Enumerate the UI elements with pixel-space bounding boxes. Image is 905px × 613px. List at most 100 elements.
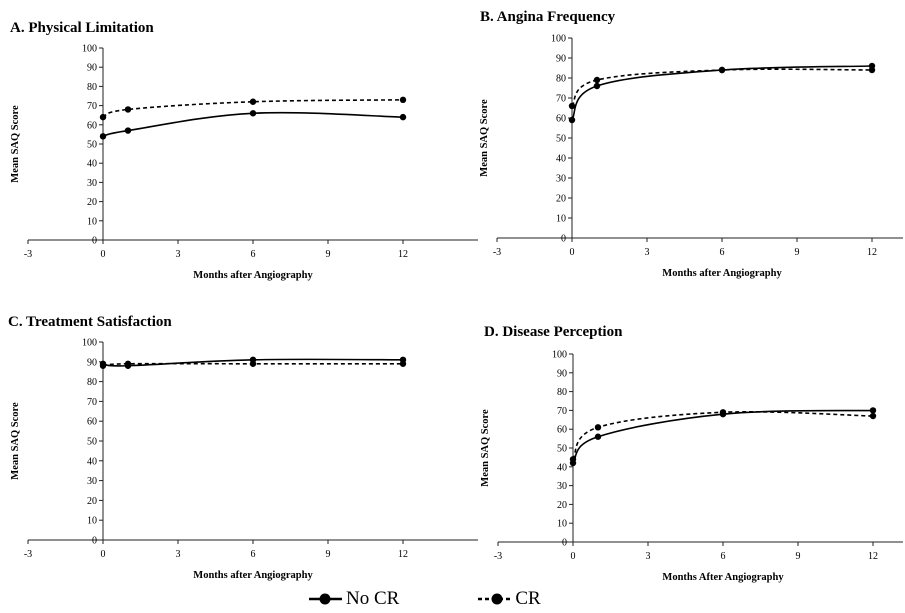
series-line-cr	[572, 411, 874, 460]
x-tick-label: 6	[251, 249, 256, 260]
series-line-cr	[571, 68, 873, 107]
x-tick-label: 9	[326, 549, 331, 560]
x-tick-label: 3	[176, 249, 181, 260]
y-tick-label: 70	[87, 397, 97, 408]
y-tick-label: 90	[87, 63, 97, 74]
data-point-cr-1	[124, 106, 132, 113]
chart-panel-3: C. Treatment Satisfaction010203040506070…	[8, 314, 478, 581]
data-point-cr-0	[99, 113, 107, 121]
x-tick-label: -3	[24, 249, 32, 260]
x-tick-label: 3	[176, 549, 181, 560]
y-tick-label: 100	[82, 44, 97, 55]
y-tick-label: 40	[87, 456, 97, 467]
data-point-no-cr-1	[124, 127, 132, 134]
data-point-no-cr-1	[594, 433, 602, 440]
y-tick-label: 20	[87, 496, 97, 507]
y-tick-label: 70	[556, 94, 566, 105]
x-tick-label: 12	[398, 249, 408, 260]
y-tick-label: 10	[556, 214, 566, 225]
x-tick-label: 6	[721, 551, 726, 562]
x-tick-label: 0	[101, 549, 106, 560]
data-point-cr-12	[399, 360, 407, 367]
y-tick-label: 20	[557, 500, 567, 511]
y-tick-label: 20	[87, 197, 97, 208]
data-point-cr-0	[569, 456, 577, 463]
x-tick-label: -3	[493, 247, 501, 258]
legend-swatch-cr	[478, 593, 512, 605]
data-point-no-cr-12	[399, 113, 407, 121]
legend-label-cr: CR	[515, 588, 541, 609]
data-point-cr-0	[568, 102, 576, 110]
data-point-no-cr-6	[249, 110, 257, 117]
y-tick-label: 10	[557, 519, 567, 530]
y-tick-label: 10	[87, 216, 97, 227]
data-point-no-cr-1	[593, 82, 601, 90]
chart-panel-1: A. Physical Limitation010203040506070809…	[10, 20, 478, 281]
y-tick-label: 30	[87, 476, 97, 487]
y-tick-label: 60	[556, 114, 566, 125]
legend-item-no-cr: No CR	[308, 588, 399, 610]
series-line-cr	[102, 362, 403, 367]
x-tick-label: 6	[251, 549, 256, 560]
y-tick-label: 70	[87, 101, 97, 112]
chart-title: A. Physical Limitation	[10, 20, 154, 36]
x-tick-label: -3	[494, 551, 502, 562]
y-tick-label: 100	[82, 338, 97, 349]
y-tick-label: 0	[92, 536, 97, 547]
x-tick-label: 3	[645, 247, 650, 258]
y-tick-label: 60	[87, 120, 97, 131]
y-tick-label: 30	[87, 178, 97, 189]
y-axis-label: Mean SAQ Score	[479, 99, 490, 177]
x-axis-label: Months after Angiography	[193, 270, 313, 281]
x-tick-label: 9	[796, 551, 801, 562]
y-tick-label: 90	[557, 368, 567, 379]
y-axis-label: Mean SAQ Score	[10, 402, 21, 480]
data-point-cr-6	[719, 409, 727, 416]
y-axis-label: Mean SAQ Score	[10, 105, 21, 183]
y-tick-label: 80	[557, 387, 567, 398]
legend: No CR CR	[308, 586, 541, 612]
x-axis-label: Months after Angiography	[662, 268, 782, 279]
data-point-cr-6	[249, 360, 257, 367]
data-point-cr-6	[249, 98, 257, 105]
y-tick-label: 40	[556, 154, 566, 165]
series-line-no-cr	[572, 409, 874, 464]
y-tick-label: 50	[87, 140, 97, 151]
x-tick-label: 9	[795, 247, 800, 258]
y-axis-label: Mean SAQ Score	[480, 409, 491, 487]
data-point-cr-12	[869, 412, 877, 420]
y-tick-label: 50	[557, 444, 567, 455]
x-tick-label: -3	[24, 549, 32, 560]
series-line-no-cr	[102, 358, 404, 367]
data-point-no-cr-0	[99, 133, 107, 140]
y-tick-label: 90	[87, 357, 97, 368]
x-tick-label: 12	[867, 247, 877, 258]
chart-title: C. Treatment Satisfaction	[8, 314, 172, 330]
series-line-no-cr	[102, 111, 404, 138]
data-point-cr-1	[594, 424, 602, 431]
legend-item-cr: CR	[477, 588, 541, 610]
data-point-no-cr-0	[568, 116, 576, 124]
chart-title: D. Disease Perception	[484, 324, 623, 340]
y-tick-label: 0	[92, 236, 97, 247]
x-axis-label: Months After Angiography	[662, 572, 784, 583]
y-tick-label: 10	[87, 516, 97, 527]
data-point-cr-12	[399, 96, 407, 104]
x-tick-label: 3	[646, 551, 651, 562]
chart-panel-2: B. Angina Frequency010203040506070809010…	[479, 9, 903, 279]
y-tick-label: 90	[556, 54, 566, 65]
y-tick-label: 70	[557, 406, 567, 417]
y-tick-label: 40	[87, 159, 97, 170]
data-point-cr-0	[99, 362, 107, 369]
y-tick-label: 20	[556, 194, 566, 205]
y-tick-label: 80	[87, 377, 97, 388]
y-tick-label: 100	[552, 350, 567, 361]
x-tick-label: 9	[326, 249, 331, 260]
x-tick-label: 0	[571, 551, 576, 562]
data-point-cr-1	[124, 360, 132, 367]
x-tick-label: 12	[868, 551, 878, 562]
y-tick-label: 40	[557, 462, 567, 473]
y-tick-label: 0	[562, 538, 567, 549]
y-tick-label: 30	[557, 481, 567, 492]
y-tick-label: 100	[551, 34, 566, 45]
